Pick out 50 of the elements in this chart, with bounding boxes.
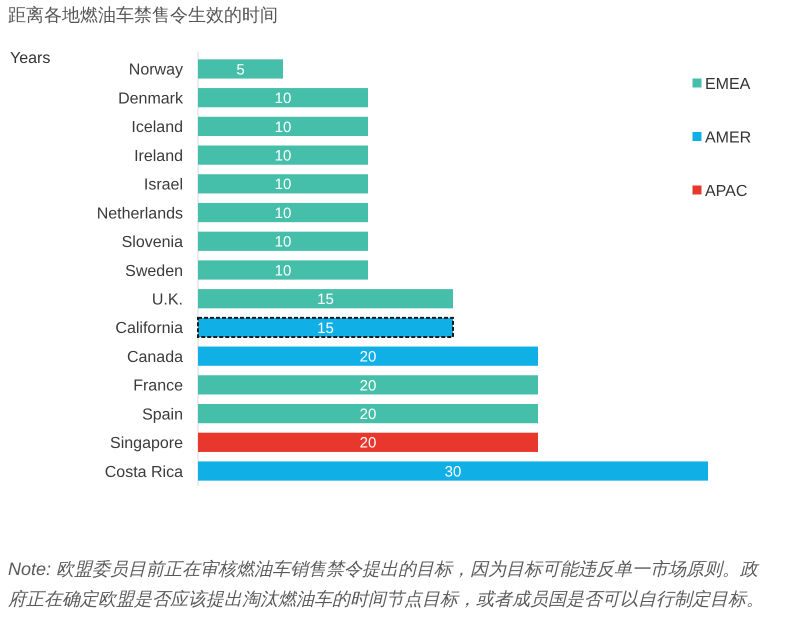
bar [198,432,538,452]
bar [198,59,283,79]
data-label: 20 [360,434,376,452]
y-tick-label: Norway [128,62,183,79]
legend-label: APAC [705,182,748,200]
text: Note: 欧盟委员目前正在审核燃油车销售禁令提出的目标，因为目标可能违反单一市场原则。政府正在确定欧盟是否应该提出淘汰燃油车的时间节点目标，或者成员国是否可以自行制定目标。 [8,559,764,609]
x-axis-title: Years [10,50,50,67]
chart-title: 距离各地燃油车禁售令生效的时间 [8,5,278,25]
bar [198,116,368,136]
bar [198,375,538,394]
y-tick-label: U.K. [152,291,183,308]
data-label: 20 [360,406,376,423]
data-label: 15 [317,320,334,337]
bar [198,174,368,194]
data-label: 10 [274,90,292,108]
data-label: 10 [274,176,292,194]
y-tick-label: Sweden [125,262,183,280]
y-tick-label: Israel [144,176,183,194]
bar [198,202,368,222]
bar [198,404,538,424]
bar [198,146,368,165]
bar [198,88,368,108]
y-tick-label: France [133,378,184,395]
legend-label: AMER [705,129,752,146]
y-tick-label: Iceland [131,119,183,136]
y-tick-label: Singapore [110,435,184,452]
bar [198,232,368,251]
data-label: 10 [274,262,292,280]
data-label: 10 [274,148,292,165]
y-tick-label: Canada [126,348,184,366]
data-label: 30 [444,463,462,480]
data-label: 5 [236,61,245,78]
y-tick-label: Denmark [118,90,184,108]
y-tick-label: Netherlands [96,205,183,222]
y-tick-label: Costa Rica [104,464,184,481]
bar [198,461,708,481]
y-tick-label: Spain [142,406,183,424]
y-tick-label: California [115,320,184,338]
y-tick-label: Slovenia [122,234,184,252]
data-label: 20 [360,377,376,394]
data-label: 10 [274,204,292,222]
bar [198,260,368,280]
data-label: 10 [274,234,292,251]
bar [198,289,453,308]
legend-label: EMEA [705,76,751,93]
data-label: 15 [317,291,334,308]
bar [198,346,538,366]
y-tick-label: Ireland [134,148,183,165]
data-label: 10 [274,118,292,136]
data-label: 20 [360,348,376,366]
